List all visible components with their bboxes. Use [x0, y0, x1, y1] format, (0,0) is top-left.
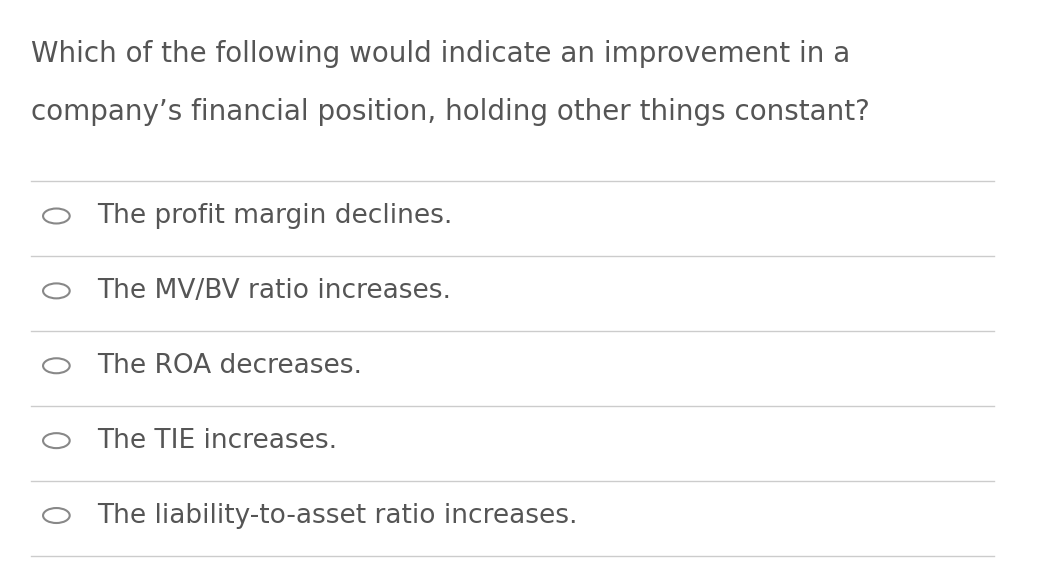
Text: The TIE increases.: The TIE increases.: [98, 427, 337, 454]
Text: The MV/BV ratio increases.: The MV/BV ratio increases.: [98, 278, 451, 304]
Text: company’s financial position, holding other things constant?: company’s financial position, holding ot…: [31, 98, 869, 126]
Text: The liability-to-asset ratio increases.: The liability-to-asset ratio increases.: [98, 502, 578, 529]
Text: The profit margin declines.: The profit margin declines.: [98, 203, 453, 229]
Text: The ROA decreases.: The ROA decreases.: [98, 353, 363, 379]
Text: Which of the following would indicate an improvement in a: Which of the following would indicate an…: [31, 40, 850, 69]
